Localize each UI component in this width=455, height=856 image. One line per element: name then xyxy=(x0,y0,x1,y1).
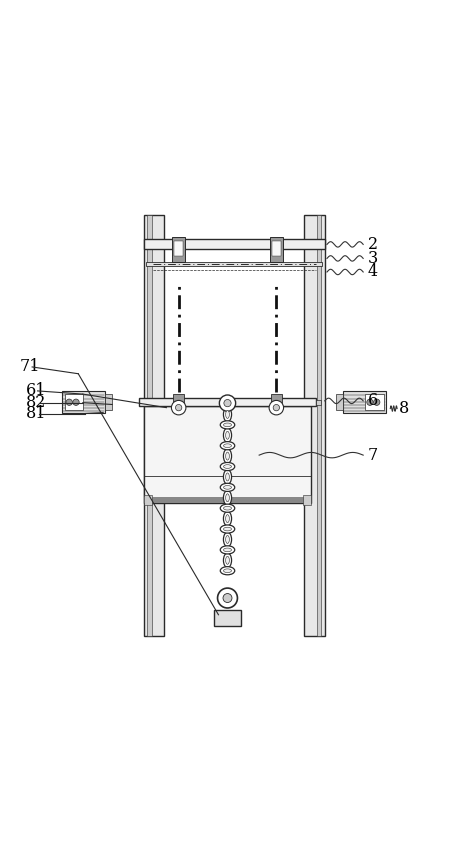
Ellipse shape xyxy=(220,525,235,533)
Ellipse shape xyxy=(223,553,232,568)
Bar xyxy=(317,216,321,636)
Text: 8: 8 xyxy=(399,400,409,417)
Ellipse shape xyxy=(220,462,235,471)
Ellipse shape xyxy=(226,452,229,460)
Bar xyxy=(173,394,184,404)
Ellipse shape xyxy=(226,473,229,481)
Bar xyxy=(272,241,281,256)
Ellipse shape xyxy=(226,514,229,523)
Circle shape xyxy=(66,399,72,406)
Bar xyxy=(304,216,325,636)
Ellipse shape xyxy=(223,428,232,443)
Bar xyxy=(271,394,282,404)
Circle shape xyxy=(269,401,283,415)
Ellipse shape xyxy=(220,421,235,429)
Ellipse shape xyxy=(223,485,232,489)
Ellipse shape xyxy=(223,423,232,426)
Text: 4: 4 xyxy=(368,264,378,281)
Bar xyxy=(144,407,311,502)
Bar xyxy=(336,394,343,410)
Bar xyxy=(62,391,106,413)
Bar xyxy=(214,610,241,626)
Ellipse shape xyxy=(223,511,232,526)
Ellipse shape xyxy=(220,546,235,554)
Bar xyxy=(144,495,152,505)
Bar xyxy=(144,216,164,636)
Bar xyxy=(270,237,283,262)
Bar xyxy=(144,240,325,249)
Bar xyxy=(139,398,316,407)
Ellipse shape xyxy=(223,444,232,448)
Circle shape xyxy=(374,399,380,406)
Text: 82: 82 xyxy=(26,394,46,411)
Bar xyxy=(147,216,152,636)
Circle shape xyxy=(219,395,236,411)
Circle shape xyxy=(224,400,231,407)
Ellipse shape xyxy=(223,449,232,463)
Circle shape xyxy=(73,399,79,406)
Text: 81: 81 xyxy=(26,405,47,422)
Ellipse shape xyxy=(226,431,229,439)
Ellipse shape xyxy=(223,569,232,573)
Text: 2: 2 xyxy=(368,236,378,253)
Bar xyxy=(106,394,112,410)
Text: 7: 7 xyxy=(368,447,378,464)
Circle shape xyxy=(223,593,232,603)
Circle shape xyxy=(176,405,182,411)
Bar xyxy=(365,394,384,410)
Bar xyxy=(146,262,323,266)
Ellipse shape xyxy=(220,442,235,449)
Bar xyxy=(65,394,83,410)
Text: 61: 61 xyxy=(26,383,47,400)
Ellipse shape xyxy=(223,407,232,422)
Ellipse shape xyxy=(226,536,229,544)
Bar xyxy=(303,495,311,505)
Bar xyxy=(144,497,311,502)
Bar xyxy=(316,400,321,405)
Circle shape xyxy=(367,399,373,406)
Text: 71: 71 xyxy=(20,359,40,376)
Ellipse shape xyxy=(220,484,235,491)
Ellipse shape xyxy=(223,490,232,505)
Ellipse shape xyxy=(223,532,232,547)
Circle shape xyxy=(217,588,238,608)
Ellipse shape xyxy=(220,504,235,512)
Circle shape xyxy=(273,405,279,411)
Ellipse shape xyxy=(223,507,232,510)
Ellipse shape xyxy=(226,494,229,502)
Circle shape xyxy=(172,401,186,415)
Ellipse shape xyxy=(226,556,229,564)
Ellipse shape xyxy=(220,567,235,574)
Bar xyxy=(172,237,185,262)
Text: 3: 3 xyxy=(368,250,378,267)
Ellipse shape xyxy=(223,548,232,552)
Ellipse shape xyxy=(223,470,232,484)
Bar xyxy=(174,241,183,256)
Ellipse shape xyxy=(223,527,232,531)
Ellipse shape xyxy=(226,411,229,419)
Text: 6: 6 xyxy=(368,392,378,409)
Bar xyxy=(343,391,386,413)
Ellipse shape xyxy=(223,465,232,468)
